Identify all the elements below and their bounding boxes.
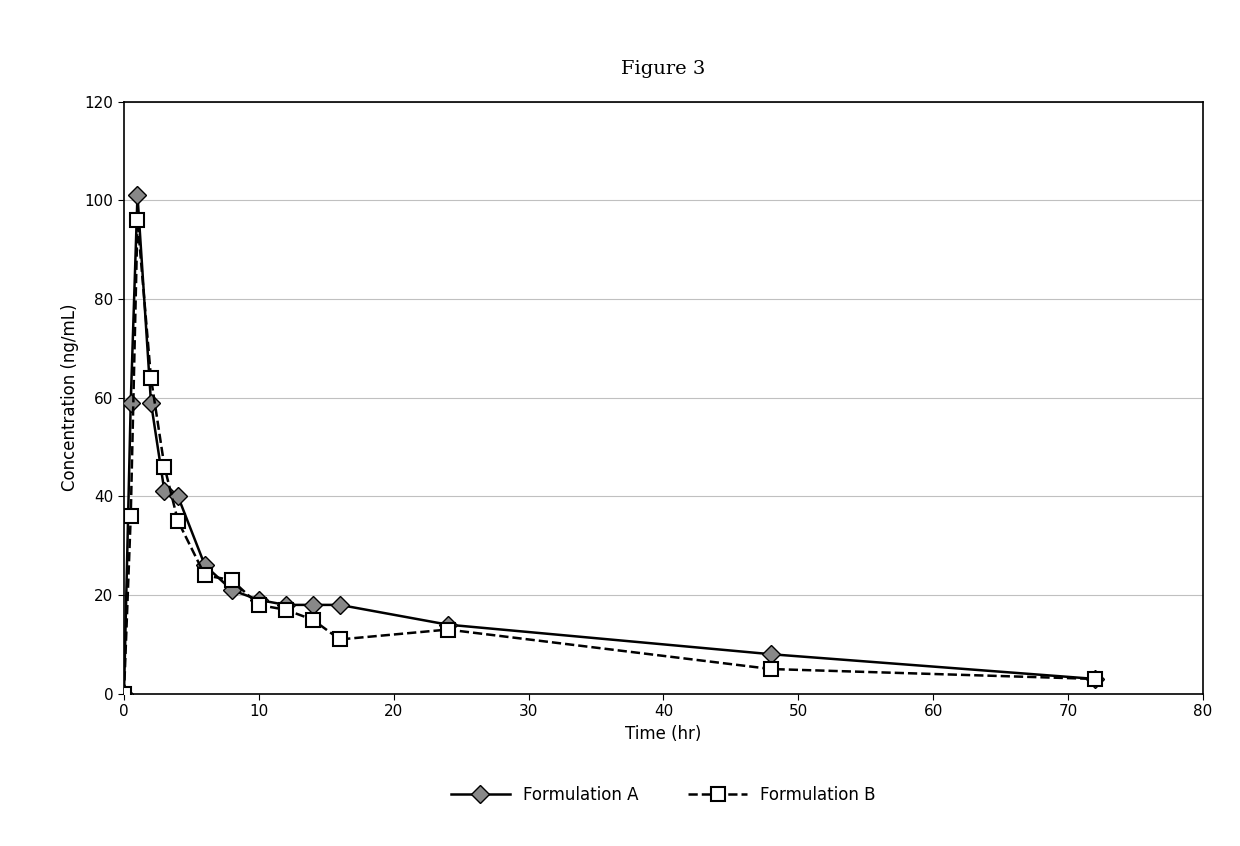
Formulation B xyxy=(764,664,779,674)
Formulation A xyxy=(170,492,186,502)
Formulation A xyxy=(117,689,131,699)
Formulation B xyxy=(252,600,267,610)
Formulation B xyxy=(278,605,293,615)
Formulation B xyxy=(305,614,320,624)
Formulation B xyxy=(1087,673,1102,684)
Formulation A xyxy=(764,649,779,659)
Formulation A xyxy=(157,486,172,497)
Formulation B xyxy=(224,575,239,585)
Formulation B xyxy=(117,689,131,699)
Formulation A xyxy=(1087,673,1102,684)
Formulation B xyxy=(440,624,455,634)
Line: Formulation A: Formulation A xyxy=(118,189,1101,700)
Formulation A xyxy=(224,585,239,596)
Formulation B xyxy=(332,634,347,645)
X-axis label: Time (hr): Time (hr) xyxy=(625,725,702,743)
Formulation B xyxy=(130,215,145,225)
Formulation A xyxy=(144,398,159,408)
Formulation A xyxy=(440,619,455,629)
Legend: Formulation A, Formulation B: Formulation A, Formulation B xyxy=(445,779,882,810)
Title: Figure 3: Figure 3 xyxy=(621,60,706,78)
Formulation B xyxy=(157,462,172,472)
Line: Formulation B: Formulation B xyxy=(117,213,1102,700)
Formulation A xyxy=(130,190,145,201)
Formulation A xyxy=(305,600,320,610)
Y-axis label: Concentration (ng/mL): Concentration (ng/mL) xyxy=(61,304,79,492)
Formulation B xyxy=(170,516,186,526)
Formulation B xyxy=(144,373,159,383)
Formulation A xyxy=(197,560,212,570)
Formulation A xyxy=(123,398,138,408)
Formulation A xyxy=(278,600,293,610)
Formulation A xyxy=(252,595,267,605)
Formulation B xyxy=(123,511,138,521)
Formulation B xyxy=(197,570,212,580)
Formulation A xyxy=(332,600,347,610)
